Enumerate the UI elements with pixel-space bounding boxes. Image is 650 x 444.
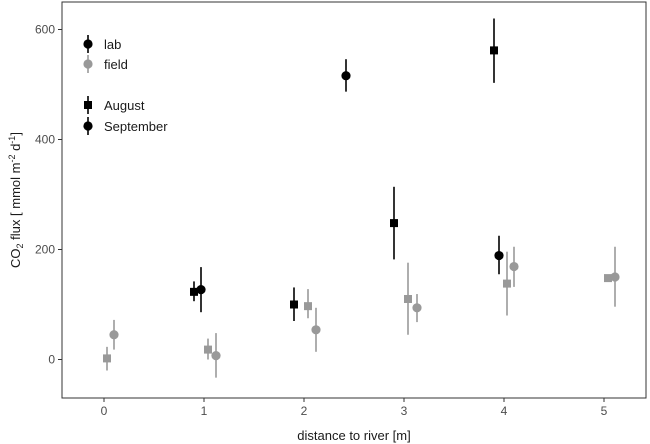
y-tick-label: 200 (35, 243, 55, 257)
y-label-superscript: -1 (7, 136, 17, 144)
data-point-square (604, 274, 612, 283)
data-point-square (290, 300, 298, 309)
x-axis: 0 1 2 3 4 5 (101, 398, 608, 418)
x-tick-label: 1 (201, 404, 208, 418)
x-tick-label: 3 (401, 404, 408, 418)
y-label-superscript: -2 (7, 155, 17, 163)
legend-label: August (104, 98, 145, 113)
legend-key-circle (83, 59, 93, 69)
data-point-circle (412, 303, 422, 313)
x-tick-label: 4 (501, 404, 508, 418)
data-point-circle (196, 285, 206, 295)
y-axis: 0 200 400 600 (35, 23, 62, 367)
y-label-part: ] (8, 132, 23, 136)
legend-label: lab (104, 37, 121, 52)
x-tick-label: 0 (101, 404, 108, 418)
data-point-square (404, 295, 412, 303)
data-point-square (304, 302, 312, 311)
data-point-circle (610, 272, 620, 282)
y-tick-label: 400 (35, 133, 55, 147)
y-tick-label: 600 (35, 23, 55, 37)
x-tick-label: 5 (601, 404, 608, 418)
y-axis-label: CO2 flux [ mmol m-2 d-1] (7, 132, 25, 268)
legend-label: September (104, 119, 168, 134)
data-point-circle (494, 250, 504, 261)
y-label-part: d (8, 144, 23, 155)
data-point-square (503, 279, 511, 288)
data-point-circle (311, 325, 321, 335)
legend: lab field August September (83, 35, 168, 135)
x-tick-label: 2 (301, 404, 308, 418)
data-point-circle (109, 330, 119, 340)
data-point-circle (341, 71, 351, 81)
y-tick-label: 0 (48, 353, 55, 367)
data-point-square (490, 46, 498, 55)
data-point-circle (509, 261, 519, 272)
y-label-part: flux [ mmol m (8, 163, 23, 244)
data-point-square (103, 354, 111, 363)
data-points (103, 46, 620, 363)
plot-panel (61, 1, 647, 399)
data-point-square (390, 219, 398, 228)
legend-label: field (104, 57, 128, 72)
y-label-subscript: 2 (15, 243, 25, 248)
legend-key-circle (83, 39, 93, 49)
legend-key-square (84, 101, 92, 109)
legend-key-circle (83, 121, 93, 131)
data-point-square (204, 345, 212, 354)
y-label-part: CO (8, 248, 23, 268)
panel-border (61, 1, 647, 399)
data-point-square (190, 287, 198, 296)
x-axis-label: distance to river [m] (297, 428, 410, 443)
data-point-circle (211, 351, 221, 361)
